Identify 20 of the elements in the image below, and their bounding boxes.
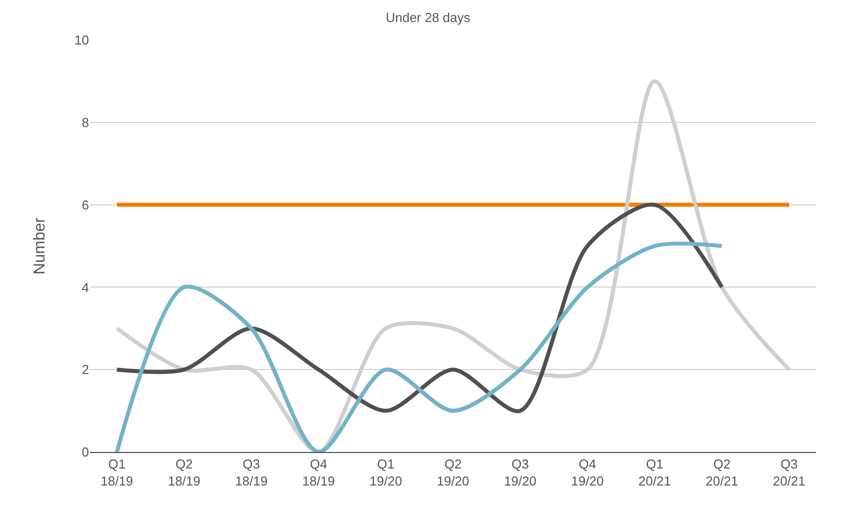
x-tick-label: Q3 18/19 — [235, 456, 268, 488]
x-tick-label: Q2 18/19 — [168, 456, 200, 488]
x-tick-label: Q1 18/19 — [100, 456, 134, 488]
x-tick-label: Q1 19/20 — [370, 456, 402, 488]
x-tick-label: Q4 18/19 — [302, 456, 335, 488]
x-tick-label: Q2 19/20 — [436, 456, 470, 488]
x-tick-label: Q3 19/20 — [504, 456, 536, 488]
x-tick-label: Q1 20/21 — [638, 456, 671, 488]
chart-title: Under 28 days — [386, 10, 471, 25]
y-tick-label: 10 — [74, 32, 89, 48]
x-tick-label: Q2 20/21 — [706, 456, 738, 488]
y-tick-label: 6 — [82, 197, 89, 212]
y-tick-label: 4 — [82, 280, 89, 295]
x-tick-label: Q3 20/21 — [772, 456, 806, 488]
line-series — [114, 202, 724, 413]
x-tick-label: Q4 19/20 — [571, 456, 604, 488]
y-tick-label: 2 — [82, 362, 89, 378]
y-tick-label: 0 — [82, 444, 89, 460]
y-tick-label: 8 — [82, 114, 89, 130]
y-axis-title: Number — [31, 216, 48, 274]
